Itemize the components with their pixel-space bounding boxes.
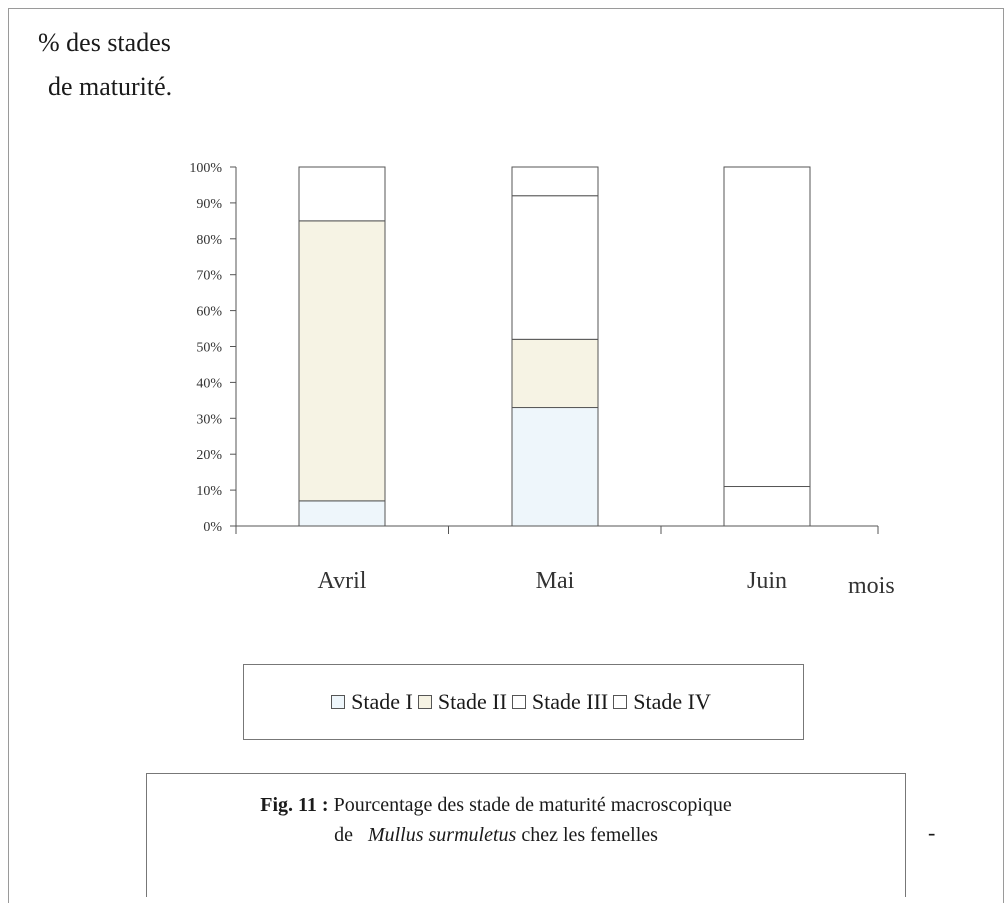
legend-swatch [511,695,526,709]
y-tick-label: 30% [196,412,222,427]
y-tick-label: 100% [189,161,222,176]
caption-line2-suffix: chez les femelles [521,824,658,846]
legend-swatch [331,695,346,709]
y-axis-label-line2: de maturité. [48,72,173,101]
x-axis-label: mois [848,573,895,599]
figure-frame [8,8,1004,903]
y-tick-label: 40% [196,376,222,391]
y-axis-label-line1: % des stades [38,28,171,57]
stray-mark: - [928,820,936,845]
bar-segment-mai-4 [511,166,599,197]
stacked-bar-chart: 0% 10% 20% 30% 40% 50% 60% 70% 80% 90% 100% Avril Ma… [189,161,895,599]
y-tick-label: 60% [196,305,222,320]
bar-segment-mai-3 [511,195,599,340]
bar-segment-avril-2 [298,220,386,502]
y-tick-label: 20% [196,448,222,463]
legend-label: Stade IV [633,689,711,714]
x-category-label: Mai [536,568,575,594]
bar-segment-mai-1 [511,407,599,527]
y-tick-label: 50% [196,341,222,356]
fig-label: Fig. 11 : [260,794,329,816]
legend-item: Stade I [331,689,413,715]
bar-segment-juin-4 [723,166,811,488]
x-category-label: Juin [747,568,787,594]
legend-label: Stade III [531,689,609,714]
legend-item: Stade III [511,689,609,715]
legend: Stade I Stade II Stade III Stade IV [243,664,804,740]
legend-item: Stade IV [613,689,711,715]
bar-segment-avril-1 [298,500,386,527]
legend-swatch [417,695,432,709]
bar-segment-avril-4 [298,166,386,222]
x-category-label: Avril [318,568,367,594]
species-name: Mullus surmuletus [367,824,517,846]
y-tick-label: 0% [203,520,222,535]
bar-segment-juin-3 [723,486,811,527]
y-tick-label: 80% [196,233,222,248]
caption-line2-prefix: de [334,824,353,846]
y-tick-label: 90% [196,197,222,212]
caption-line1: Pourcentage des stade de maturité macros… [333,794,732,816]
y-tick-label: 10% [196,484,222,499]
legend-label: Stade I [351,689,413,714]
figure-caption: Fig. 11 : Pourcentage des stade de matur… [146,773,906,897]
y-tick-label: 70% [196,269,222,284]
legend-label: Stade II [437,689,507,714]
legend-item: Stade II [417,689,507,715]
bar-segment-mai-2 [511,338,599,409]
legend-swatch [613,695,628,709]
